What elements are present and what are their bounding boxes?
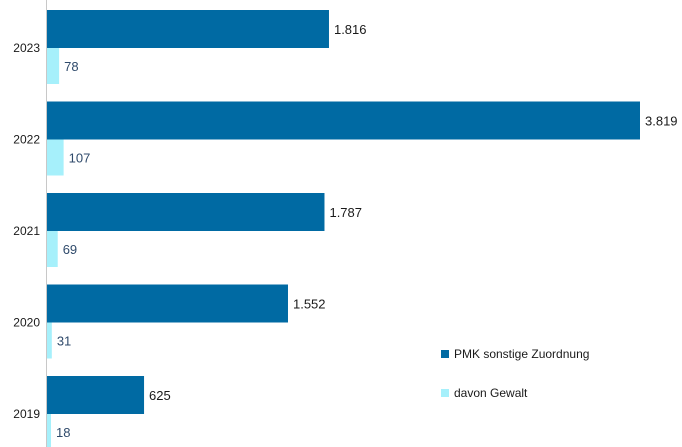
bar-gewalt-2019 — [47, 414, 51, 447]
legend-swatch-pmk — [441, 350, 449, 358]
bar-gewalt-2022 — [47, 139, 64, 176]
value-label-pmk-2021: 1.787 — [329, 205, 362, 220]
bar-pmk-2023 — [47, 10, 329, 48]
legend: PMK sonstige Zuordnung davon Gewalt — [441, 347, 589, 400]
year-label-2021: 2021 — [13, 224, 40, 238]
bar-pmk-2021 — [47, 193, 325, 231]
value-label-pmk-2023: 1.816 — [334, 22, 367, 37]
value-label-gewalt-2023: 78 — [64, 59, 78, 74]
value-label-pmk-2020: 1.552 — [293, 297, 326, 312]
year-label-2019: 2019 — [13, 407, 40, 421]
value-label-gewalt-2020: 31 — [57, 334, 71, 349]
bars-layer — [47, 10, 640, 447]
value-label-gewalt-2022: 107 — [69, 151, 91, 166]
labels-layer: 1.816 78 2023 3.819 107 2022 1.787 69 2021 1.552 3… — [13, 22, 677, 440]
bar-gewalt-2020 — [47, 322, 52, 359]
legend-label-gewalt: davon Gewalt — [454, 386, 528, 400]
year-label-2020: 2020 — [13, 316, 40, 330]
legend-label-pmk: PMK sonstige Zuordnung — [454, 347, 589, 361]
year-label-2023: 2023 — [13, 41, 40, 55]
value-label-pmk-2019: 625 — [149, 388, 171, 403]
bar-gewalt-2023 — [47, 48, 60, 84]
bar-gewalt-2021 — [47, 231, 58, 267]
bar-pmk-2022 — [47, 101, 640, 140]
bar-pmk-2020 — [47, 284, 288, 323]
legend-swatch-gewalt — [441, 389, 449, 397]
value-label-gewalt-2021: 69 — [63, 242, 77, 257]
year-label-2022: 2022 — [13, 133, 40, 147]
bar-pmk-2019 — [47, 376, 145, 414]
value-label-pmk-2022: 3.819 — [645, 114, 678, 129]
value-label-gewalt-2019: 18 — [56, 425, 70, 440]
